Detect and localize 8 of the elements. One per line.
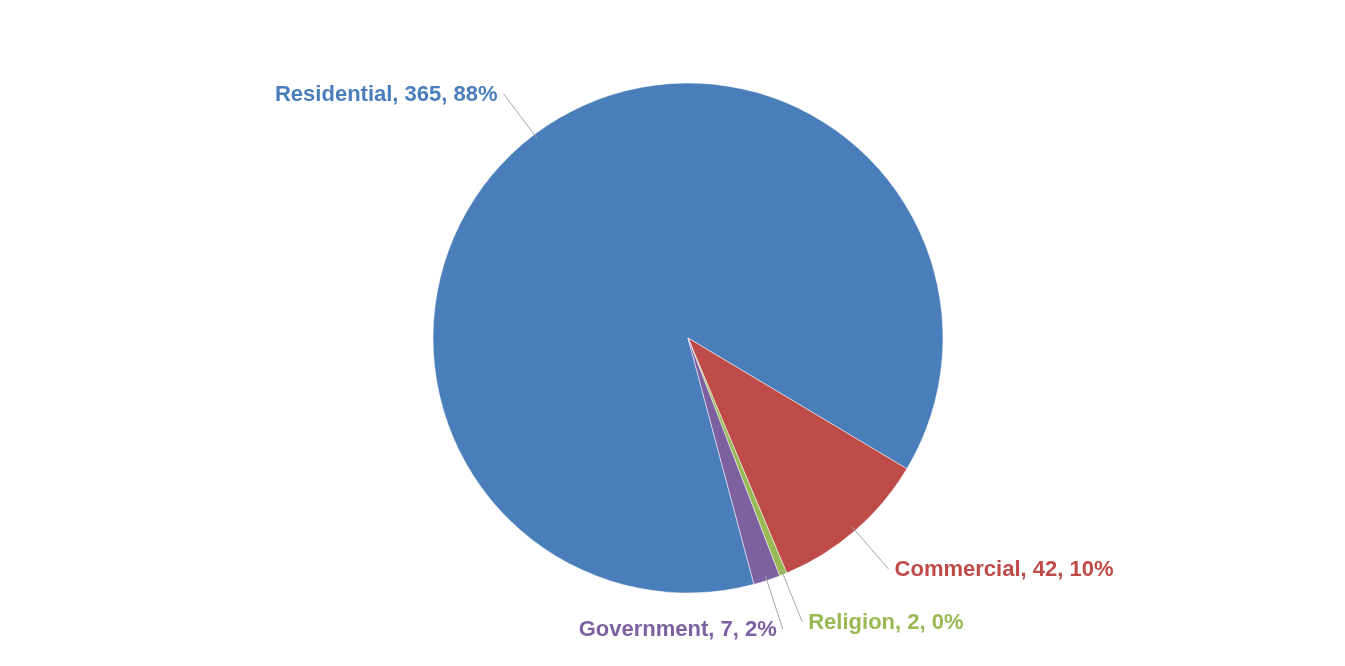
- slice-label: Government: [578, 615, 709, 641]
- data-label: , 365, 88%: [392, 80, 498, 106]
- slice-label: Commercial: [894, 556, 1021, 582]
- data-label: , 2, 0%: [895, 608, 964, 634]
- data-label: , 7, 2%: [708, 615, 777, 641]
- slice-label: Residential: [275, 80, 393, 106]
- slice-label: Religion: [808, 608, 896, 634]
- data-label: , 42, 10%: [1020, 556, 1114, 582]
